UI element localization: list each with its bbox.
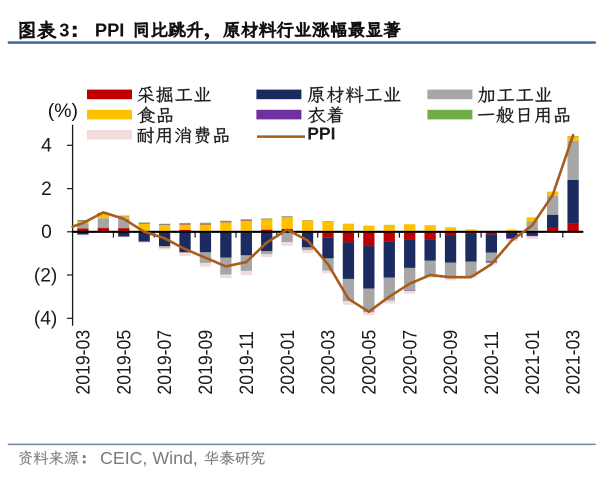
svg-text:(%): (%) [48, 100, 78, 122]
svg-text:2: 2 [41, 179, 52, 200]
svg-text:(4): (4) [34, 309, 57, 330]
svg-text:CEIC, Wind,: CEIC, Wind, [100, 448, 198, 468]
svg-text:2020-03: 2020-03 [317, 330, 339, 395]
svg-text:PPI: PPI [95, 19, 124, 40]
svg-text:2019-03: 2019-03 [72, 330, 94, 395]
svg-text:3: 3 [59, 20, 69, 40]
svg-text:2019-05: 2019-05 [113, 330, 135, 395]
svg-text:2020-07: 2020-07 [399, 330, 421, 395]
svg-text:2020-01: 2020-01 [276, 330, 298, 395]
svg-text:(2): (2) [34, 265, 57, 286]
svg-text:2019-11: 2019-11 [235, 331, 257, 394]
svg-text:2020-05: 2020-05 [358, 330, 380, 395]
svg-text:2021-03: 2021-03 [562, 330, 584, 395]
svg-text:4: 4 [41, 136, 52, 157]
svg-text:2019-09: 2019-09 [194, 330, 216, 395]
svg-text:2020-11: 2020-11 [480, 331, 502, 394]
svg-text:PPI: PPI [307, 124, 335, 144]
svg-text:2019-07: 2019-07 [154, 330, 176, 395]
svg-text:2021-01: 2021-01 [521, 330, 543, 395]
svg-text:0: 0 [41, 222, 52, 243]
svg-text:2020-09: 2020-09 [440, 330, 462, 395]
